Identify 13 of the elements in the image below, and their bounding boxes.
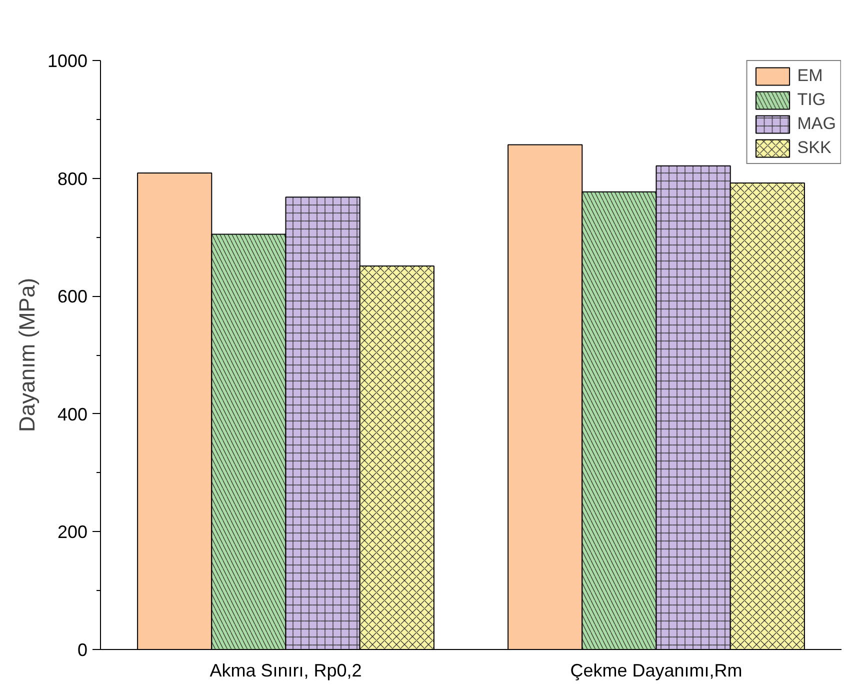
y-tick-label: 0 <box>77 640 88 660</box>
x-tick-label: Çekme Dayanımı,Rm <box>570 660 742 680</box>
y-tick-label: 600 <box>57 286 88 307</box>
legend-label: EM <box>797 65 823 87</box>
y-tick-label: 400 <box>57 404 88 424</box>
y-tick-label: 1000 <box>47 51 88 71</box>
y-axis-title: Dayanım (MPa) <box>14 278 40 432</box>
x-tick-label: Akma Sınırı, Rp0,2 <box>210 660 362 680</box>
legend-label: MAG <box>797 113 836 135</box>
legend-label: SKK <box>797 137 832 159</box>
y-tick-label: 200 <box>57 522 88 542</box>
y-tick-label: 800 <box>57 168 88 189</box>
legend-label: TIG <box>797 89 826 111</box>
